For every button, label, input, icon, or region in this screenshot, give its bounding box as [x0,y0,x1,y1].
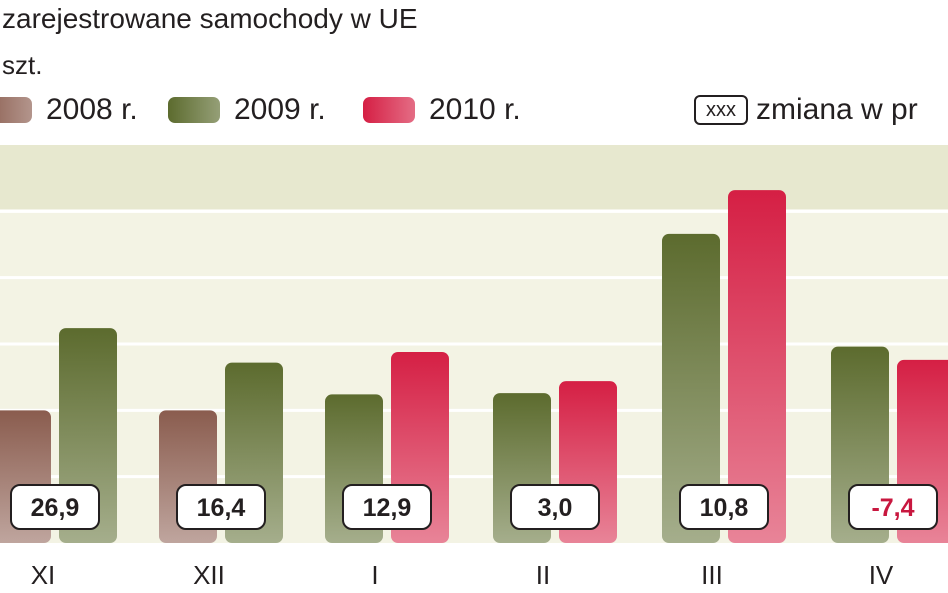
legend-swatch-2008 [0,97,32,123]
bar-III-2 [728,190,786,543]
change-label-IV: -7,4 [871,494,914,522]
legend-item-2008: 2008 r. [0,88,138,132]
category-label-II: II [536,560,550,590]
bar-III-1 [662,233,720,544]
category-label-III: III [701,560,723,590]
legend-label-2008: 2008 r. [46,93,138,126]
legend-swatch-2010 [363,97,415,123]
legend-item-change: xxx zmiana w pr [694,88,918,132]
plot-top-band [0,145,948,209]
legend-swatch-2009 [168,97,220,123]
change-label-I: 12,9 [363,494,412,522]
legend-change-label: zmiana w pr [756,93,918,126]
legend-item-2009: 2009 r. [168,88,326,132]
legend: 2008 r. 2009 r. 2010 r. xxx zmiana w pr [0,88,948,132]
category-label-XI: XI [31,560,56,590]
change-label-III: 10,8 [700,494,749,522]
change-box-III [679,484,769,530]
change-box-IV [848,484,938,530]
legend-label-2009: 2009 r. [234,93,326,126]
change-box-I [342,484,432,530]
unit-label: szt. [2,50,43,80]
change-label-II: 3,0 [538,494,573,522]
legend-item-2010: 2010 r. [363,88,521,132]
category-label-I: I [371,560,378,590]
legend-label-2010: 2010 r. [429,93,521,126]
category-label-IV: IV [869,560,894,590]
legend-change-box: xxx [694,95,748,125]
chart-title: zarejestrowane samochody w UE [2,3,418,34]
change-label-XI: 26,9 [31,494,80,522]
change-box-II [510,484,600,530]
change-label-XII: 16,4 [197,494,246,522]
change-box-XII [176,484,266,530]
category-label-XII: XII [193,560,225,590]
change-box-XI [10,484,100,530]
